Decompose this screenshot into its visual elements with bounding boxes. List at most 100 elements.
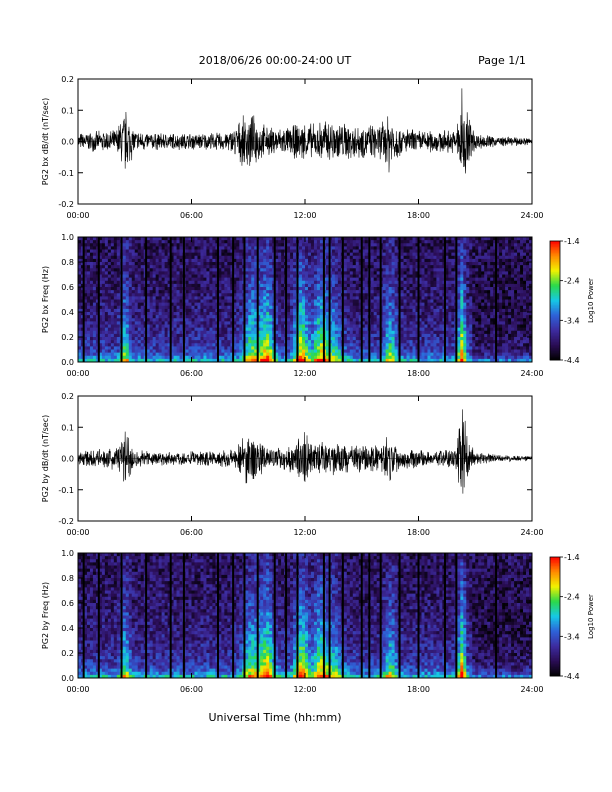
spectrogram-cell [116, 352, 121, 357]
spectrogram-cell [406, 302, 410, 307]
spectrogram-cell [403, 315, 407, 319]
spectrogram-cell [445, 312, 449, 316]
spectrogram-cell [98, 324, 103, 328]
spectrogram-cell [281, 302, 285, 307]
spectrogram-cell [110, 237, 115, 241]
spectrogram-cell [197, 318, 201, 322]
spectrogram-cell [430, 327, 434, 332]
spectrogram-cell [185, 312, 189, 316]
spectrogram-cell [128, 283, 133, 288]
spectrogram-cell [424, 249, 428, 253]
spectrogram-cell [92, 355, 97, 360]
spectrogram-cell [173, 299, 177, 303]
spectrogram-cell [224, 315, 228, 319]
spectrogram-cell [433, 243, 437, 247]
spectrogram-cell [313, 343, 318, 347]
spectrogram-cell [278, 327, 282, 332]
spectrogram-cell [113, 296, 118, 300]
spectrogram-cell [293, 252, 297, 257]
spectrogram-cell [254, 346, 258, 350]
spectrogram-cell [107, 262, 112, 266]
spectrogram-cell [266, 243, 270, 247]
spectrogram-cell [140, 287, 145, 291]
spectrogram-cell [307, 346, 312, 350]
spectrogram-cell [230, 271, 234, 275]
spectrogram-cell [200, 312, 204, 316]
spectrogram-cell [167, 268, 171, 272]
spectrogram-cell [78, 280, 82, 285]
spectrogram-cell [233, 249, 237, 253]
spectrogram-cell [278, 312, 282, 316]
spectrogram-cell [352, 318, 357, 322]
spectrogram-cell [212, 277, 216, 282]
spectrogram-cell [212, 243, 216, 247]
spectrogram-cell [266, 308, 270, 313]
spectrogram-cell [305, 330, 309, 335]
spectrogram-cell [233, 321, 237, 325]
spectrogram-cell [275, 283, 279, 288]
spectrogram-cell [101, 249, 106, 253]
spectrogram-cell [110, 265, 115, 269]
spectrogram-cell [101, 355, 106, 360]
spectrogram-cell [263, 308, 267, 313]
spectrogram-cell [409, 337, 413, 341]
spectrogram-cell [266, 330, 270, 335]
spectrogram-cell [164, 333, 168, 338]
spectrogram-cell [275, 337, 279, 341]
spectrogram-cell [310, 240, 315, 244]
spectrogram-cell [110, 327, 115, 332]
spectrogram-cell [370, 290, 375, 294]
spectrogram-cell [185, 274, 189, 278]
spectrogram-cell [433, 277, 437, 282]
spectrogram-cell [164, 277, 168, 282]
spectrogram-cell [325, 315, 330, 319]
spectrogram-cell [179, 240, 183, 244]
spectrogram-cell [394, 346, 398, 350]
spectrogram-cell [236, 252, 240, 257]
spectrogram-cell [83, 355, 88, 360]
spectrogram-cell [355, 265, 360, 269]
spectrogram-cell [412, 302, 416, 307]
spectrogram-cell [164, 243, 168, 247]
spectrogram-cell [439, 268, 443, 272]
spectrogram-cell [224, 330, 228, 335]
spectrogram-cell [266, 312, 270, 316]
spectrogram-cell [325, 318, 330, 322]
spectrogram-cell [248, 333, 252, 338]
spectrogram-cell [206, 337, 210, 341]
spectrogram-cell [224, 352, 228, 357]
spectrogram-cell [89, 296, 94, 300]
spectrogram-cell [239, 277, 243, 282]
spectrogram-cell [203, 277, 207, 282]
spectrogram-cell [388, 287, 392, 291]
spectrogram-cell [221, 327, 225, 332]
spectrogram-cell [167, 249, 171, 253]
spectrogram-cell [406, 249, 410, 253]
spectrogram-cell [319, 321, 324, 325]
spectrogram-cell [334, 268, 339, 272]
spectrogram-cell [239, 352, 243, 357]
spectrogram-cell [319, 330, 324, 335]
spectrogram-cell [86, 271, 91, 275]
spectrogram-cell [83, 330, 88, 335]
spectrogram-cell [293, 243, 297, 247]
spectrogram-cell [400, 274, 404, 278]
spectrogram-cell [278, 355, 282, 360]
spectrogram-cell [302, 337, 306, 341]
spectrogram-cell [161, 280, 165, 285]
spectrogram-cell [382, 330, 386, 335]
spectrogram-cell [421, 246, 425, 250]
spectrogram-cell [116, 358, 121, 363]
spectrogram-cell [158, 265, 162, 269]
spectrogram-cell [185, 305, 189, 310]
spectrogram-cell [209, 237, 213, 241]
spectrogram-cell [194, 352, 198, 357]
spectrogram-cell [257, 321, 261, 325]
spectrogram-cell [290, 308, 294, 313]
spectrogram-cell [358, 355, 363, 360]
spectrogram-cell [316, 337, 321, 341]
spectrogram-cell [346, 340, 351, 344]
spectrogram-cell [352, 240, 357, 244]
spectrogram-cell [170, 255, 174, 260]
spectrogram-cell [260, 249, 264, 253]
